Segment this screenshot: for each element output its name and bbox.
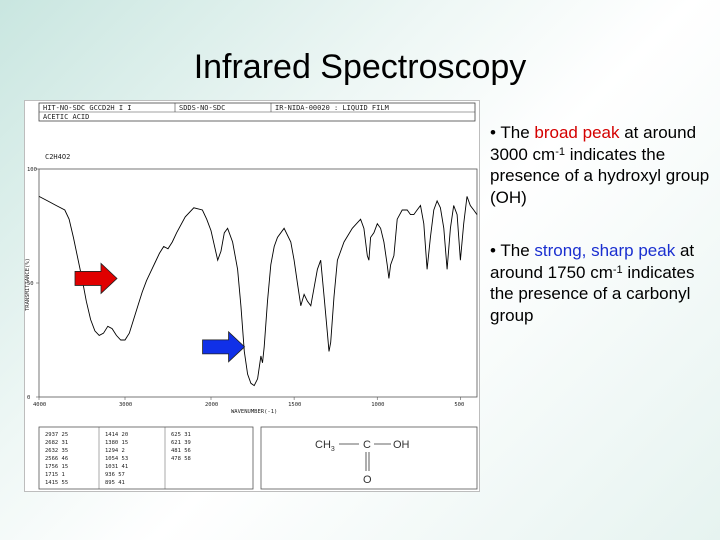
bullet-text-post: at around 1750 cm [490, 241, 695, 282]
peak-table-cell: 1380 15 [105, 440, 128, 446]
arrows [74, 262, 246, 363]
ir-spectrum-svg: HIT-NO-SDC GCCD2H I I SDDS-NO-SDC IR-NID… [25, 102, 478, 490]
y-axis-label: TRANSMITTANCE(%) [25, 258, 31, 311]
peak-table-cell: 625 31 [171, 432, 191, 438]
x-tick-label: 1000 [371, 402, 384, 408]
peak-table: 2937 25 2682 31 2632 35 2566 46 1756 15 1715 … [45, 432, 191, 486]
acetic-acid-structure: CH3 C OH O [315, 439, 410, 486]
spectrum-line [38, 196, 478, 387]
bullet-text-tail: indicates the presence of a hydroxyl gro… [490, 144, 710, 207]
peak-table-cell: 481 56 [171, 448, 191, 454]
bullet-marker: • [490, 241, 501, 260]
y-tick-label: 0 [27, 395, 30, 401]
x-tick-label: 3000 [119, 402, 132, 408]
peak-table-cell: 1414 20 [105, 432, 128, 438]
peak-table-cell: 2632 35 [45, 448, 68, 454]
peak-table-cell: 1715 1 [45, 472, 65, 478]
peak-table-cell: 895 41 [105, 480, 125, 486]
y-tick-label: 50 [27, 281, 34, 287]
y-tick-label: 100 [27, 167, 37, 173]
highlight-sharp-peak: strong, sharp peak [534, 241, 676, 260]
structure-c: C [363, 439, 371, 451]
bullet-text-pre: The [500, 123, 535, 142]
bullet-text-tail: indicates the presence of a carbonyl gro… [490, 262, 695, 325]
bullet-carbonyl: • The strong, sharp peak at around 1750 … [482, 240, 714, 326]
peak-table-cell: 2937 25 [45, 432, 68, 438]
peak-table-cell: 621 39 [171, 440, 191, 446]
bullet-text-post: at around 3000 cm [490, 123, 697, 164]
bullet-hydroxyl: • The broad peak at around 3000 cm-1 ind… [482, 122, 714, 208]
structure-box [260, 426, 478, 490]
x-tick-label: 4000 [33, 402, 46, 408]
peak-table-cell: 1756 15 [45, 464, 68, 470]
compound-formula: C2H4O2 [45, 153, 70, 161]
bullet-list: • The broad peak at around 3000 cm-1 ind… [482, 122, 714, 358]
ir-spectrum-panel: HIT-NO-SDC GCCD2H I I SDDS-NO-SDC IR-NID… [24, 100, 480, 492]
header-ir-nida: IR-NIDA-00020 : LIQUID FILM [275, 104, 389, 112]
peak-table-cell: 1054 53 [105, 456, 128, 462]
peak-table-cell: 1294 2 [105, 448, 125, 454]
x-tick-label: 2000 [205, 402, 218, 408]
peak-table-box [38, 426, 254, 490]
bullet-text-pre: The [500, 241, 535, 260]
peak-table-cell: 936 57 [105, 472, 125, 478]
highlight-broad-peak: broad peak [534, 123, 620, 142]
structure-o: O [363, 474, 372, 486]
structure-oh: OH [393, 439, 410, 451]
peak-table-cell: 2566 46 [45, 456, 68, 462]
x-tick-label: 500 [454, 402, 464, 408]
superscript: -1 [555, 145, 565, 158]
bullet-marker: • [490, 123, 501, 142]
header-sdbs-no: SDDS-NO-SDC [179, 104, 225, 112]
red-arrow-broad-peak [74, 262, 118, 295]
compound-name: ACETIC ACID [43, 113, 89, 121]
blue-arrow-carbonyl-peak [202, 330, 246, 363]
x-axis-label: WAVENUMBER(-1) [231, 409, 277, 415]
header-hit-no: HIT-NO-SDC GCCD2H I I [43, 104, 132, 112]
peak-table-cell: 2682 31 [45, 440, 68, 446]
peak-table-cell: 478 58 [171, 456, 191, 462]
superscript: -1 [612, 263, 623, 276]
peak-table-cell: 1031 41 [105, 464, 128, 470]
slide-title: Infrared Spectroscopy [193, 48, 527, 86]
peak-table-cell: 1415 55 [45, 480, 68, 486]
x-tick-label: 1500 [288, 402, 301, 408]
structure-ch3: CH3 [315, 439, 335, 453]
